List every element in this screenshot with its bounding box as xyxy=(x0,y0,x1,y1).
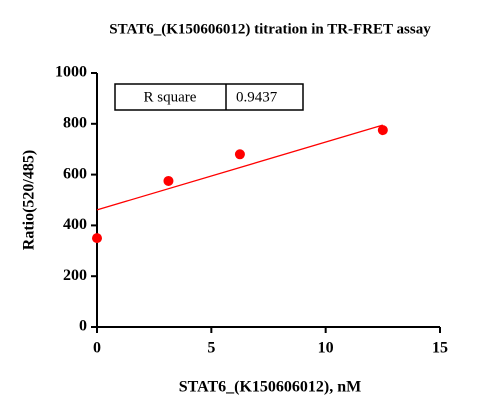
y-tick-label: 200 xyxy=(63,267,87,284)
stats-label: R square xyxy=(144,89,197,105)
x-axis-label: STAT6_(K150606012), nM xyxy=(179,379,362,396)
data-point xyxy=(163,175,174,186)
data-point xyxy=(234,149,245,160)
stats-value: 0.9437 xyxy=(236,89,278,105)
y-axis-label: Ratio(520/485) xyxy=(21,150,38,250)
chart-title: STAT6_(K150606012) titration in TR-FRET … xyxy=(109,21,431,37)
x-tick-label: 5 xyxy=(207,340,215,357)
y-tick-label: 0 xyxy=(79,318,87,335)
x-tick-label: 15 xyxy=(432,340,448,357)
data-point xyxy=(377,125,388,136)
y-tick-label: 600 xyxy=(63,165,87,182)
stats-box xyxy=(114,83,304,111)
y-tick-label: 400 xyxy=(63,216,87,233)
x-tick-label: 10 xyxy=(318,340,334,357)
fit-line xyxy=(96,124,384,211)
y-tick-label: 800 xyxy=(63,114,87,131)
y-tick-label: 1000 xyxy=(55,64,87,81)
x-tick-label: 0 xyxy=(93,340,101,357)
data-point xyxy=(92,233,102,244)
